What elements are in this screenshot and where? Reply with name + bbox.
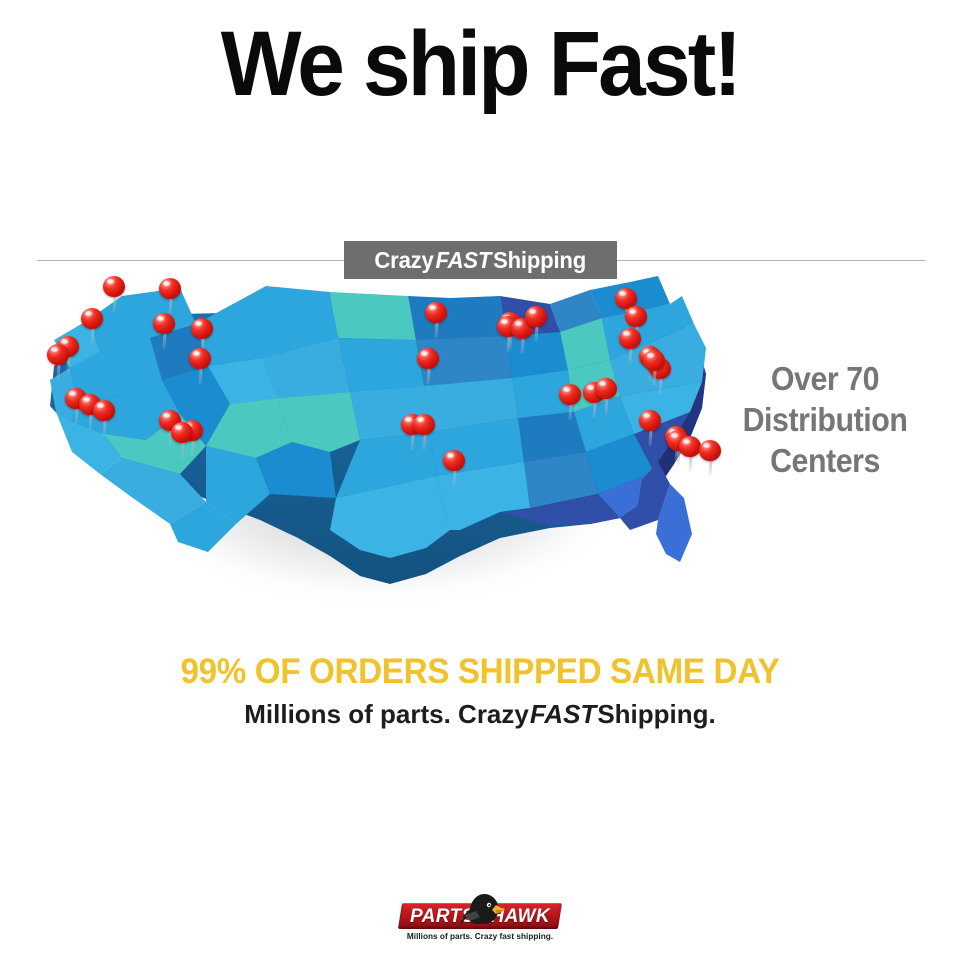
callout-line-1: Over 70 xyxy=(770,360,880,397)
banner-text-emphasis: FAST xyxy=(435,246,492,273)
tagline-text-after: Shipping. xyxy=(597,699,716,729)
banner-text-after: Shipping xyxy=(493,246,587,273)
hawk-head-icon xyxy=(460,894,505,925)
logo-word-hawk: HAWK xyxy=(490,906,550,927)
logo-tagline: Millions of parts. Crazy fast shipping. xyxy=(406,931,554,941)
tagline-text-emphasis: FAST xyxy=(529,699,597,729)
usa-map-graphic xyxy=(50,276,706,584)
tagline-text-before: Millions of parts. Crazy xyxy=(244,699,529,729)
banner-text-before: Crazy xyxy=(374,246,434,273)
banner-label: CrazyFASTShipping xyxy=(375,247,587,274)
usa-distribution-map xyxy=(30,262,740,662)
tagline: Millions of parts. CrazyFASTShipping. xyxy=(0,700,960,729)
logo-word-parts: PARTS xyxy=(410,906,475,927)
callout-line-3: Centers xyxy=(770,442,880,479)
map-states xyxy=(50,276,706,562)
parts-hawk-logo[interactable]: PARTS HAWK Millions of parts. Crazy fast… xyxy=(397,893,563,945)
crazy-fast-shipping-banner: CrazyFASTShipping xyxy=(344,241,617,279)
distribution-centers-callout: Over 70 Distribution Centers xyxy=(710,358,940,481)
callout-line-2: Distribution xyxy=(742,401,908,438)
page-title: We ship Fast! xyxy=(220,13,742,115)
same-day-shipping-headline: 99% OF ORDERS SHIPPED SAME DAY xyxy=(180,652,780,691)
